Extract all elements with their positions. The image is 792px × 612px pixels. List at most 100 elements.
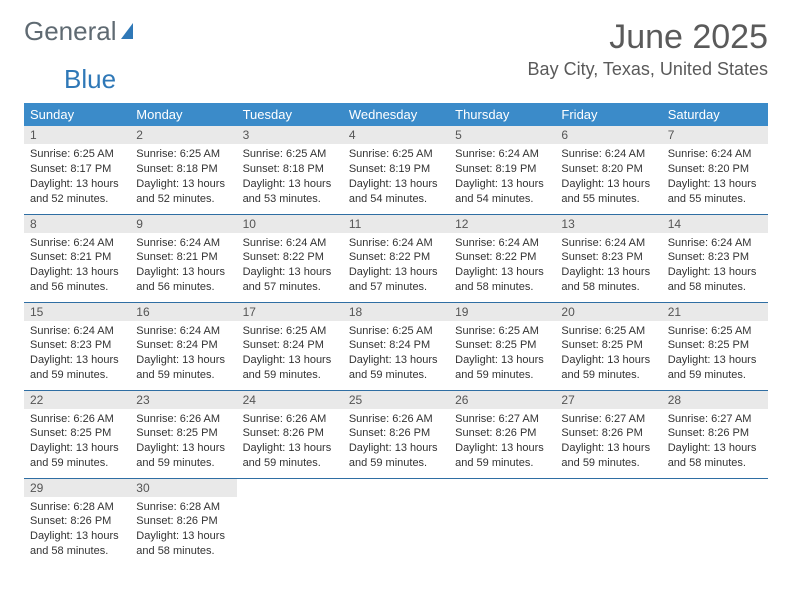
calendar-cell: 19Sunrise: 6:25 AMSunset: 8:25 PMDayligh… (449, 302, 555, 390)
daylight-text: Daylight: 13 hours and 59 minutes. (561, 353, 655, 383)
sunset-text: Sunset: 8:26 PM (136, 514, 230, 529)
day-number: 4 (343, 126, 449, 144)
day-number: 15 (24, 303, 130, 321)
sunset-text: Sunset: 8:18 PM (136, 162, 230, 177)
day-body: Sunrise: 6:25 AMSunset: 8:18 PMDaylight:… (130, 144, 236, 210)
day-body: Sunrise: 6:25 AMSunset: 8:25 PMDaylight:… (662, 321, 768, 387)
calendar-cell: 7Sunrise: 6:24 AMSunset: 8:20 PMDaylight… (662, 126, 768, 214)
sunrise-text: Sunrise: 6:25 AM (349, 324, 443, 339)
calendar-cell: 17Sunrise: 6:25 AMSunset: 8:24 PMDayligh… (237, 302, 343, 390)
sunset-text: Sunset: 8:23 PM (561, 250, 655, 265)
logo-sail-icon (119, 21, 141, 41)
daylight-text: Daylight: 13 hours and 58 minutes. (30, 529, 124, 559)
sunrise-text: Sunrise: 6:24 AM (243, 236, 337, 251)
calendar-cell (237, 478, 343, 566)
day-number: 24 (237, 391, 343, 409)
day-body: Sunrise: 6:24 AMSunset: 8:22 PMDaylight:… (449, 233, 555, 299)
calendar-cell: 30Sunrise: 6:28 AMSunset: 8:26 PMDayligh… (130, 478, 236, 566)
day-body: Sunrise: 6:27 AMSunset: 8:26 PMDaylight:… (449, 409, 555, 475)
calendar-cell: 5Sunrise: 6:24 AMSunset: 8:19 PMDaylight… (449, 126, 555, 214)
day-number: 14 (662, 215, 768, 233)
sunset-text: Sunset: 8:22 PM (349, 250, 443, 265)
day-body: Sunrise: 6:24 AMSunset: 8:23 PMDaylight:… (555, 233, 661, 299)
calendar-row: 15Sunrise: 6:24 AMSunset: 8:23 PMDayligh… (24, 302, 768, 390)
day-number: 17 (237, 303, 343, 321)
daylight-text: Daylight: 13 hours and 54 minutes. (349, 177, 443, 207)
calendar-row: 29Sunrise: 6:28 AMSunset: 8:26 PMDayligh… (24, 478, 768, 566)
daylight-text: Daylight: 13 hours and 55 minutes. (668, 177, 762, 207)
day-body: Sunrise: 6:28 AMSunset: 8:26 PMDaylight:… (24, 497, 130, 563)
day-number: 22 (24, 391, 130, 409)
day-body: Sunrise: 6:27 AMSunset: 8:26 PMDaylight:… (662, 409, 768, 475)
daylight-text: Daylight: 13 hours and 59 minutes. (30, 441, 124, 471)
calendar-cell: 11Sunrise: 6:24 AMSunset: 8:22 PMDayligh… (343, 214, 449, 302)
day-number: 23 (130, 391, 236, 409)
sunrise-text: Sunrise: 6:25 AM (455, 324, 549, 339)
calendar-cell: 25Sunrise: 6:26 AMSunset: 8:26 PMDayligh… (343, 390, 449, 478)
calendar-cell: 15Sunrise: 6:24 AMSunset: 8:23 PMDayligh… (24, 302, 130, 390)
col-monday: Monday (130, 103, 236, 126)
daylight-text: Daylight: 13 hours and 53 minutes. (243, 177, 337, 207)
sunrise-text: Sunrise: 6:24 AM (668, 236, 762, 251)
daylight-text: Daylight: 13 hours and 59 minutes. (136, 441, 230, 471)
sunrise-text: Sunrise: 6:26 AM (30, 412, 124, 427)
col-sunday: Sunday (24, 103, 130, 126)
daylight-text: Daylight: 13 hours and 52 minutes. (136, 177, 230, 207)
calendar-cell: 2Sunrise: 6:25 AMSunset: 8:18 PMDaylight… (130, 126, 236, 214)
calendar-cell (449, 478, 555, 566)
calendar-cell: 1Sunrise: 6:25 AMSunset: 8:17 PMDaylight… (24, 126, 130, 214)
day-number: 25 (343, 391, 449, 409)
daylight-text: Daylight: 13 hours and 59 minutes. (561, 441, 655, 471)
sunset-text: Sunset: 8:19 PM (455, 162, 549, 177)
daylight-text: Daylight: 13 hours and 56 minutes. (30, 265, 124, 295)
calendar-cell: 13Sunrise: 6:24 AMSunset: 8:23 PMDayligh… (555, 214, 661, 302)
day-body: Sunrise: 6:24 AMSunset: 8:23 PMDaylight:… (662, 233, 768, 299)
sunrise-text: Sunrise: 6:27 AM (455, 412, 549, 427)
sunrise-text: Sunrise: 6:24 AM (455, 236, 549, 251)
day-number: 9 (130, 215, 236, 233)
calendar-cell: 20Sunrise: 6:25 AMSunset: 8:25 PMDayligh… (555, 302, 661, 390)
day-number: 3 (237, 126, 343, 144)
sunrise-text: Sunrise: 6:25 AM (668, 324, 762, 339)
day-body: Sunrise: 6:24 AMSunset: 8:24 PMDaylight:… (130, 321, 236, 387)
calendar-cell: 27Sunrise: 6:27 AMSunset: 8:26 PMDayligh… (555, 390, 661, 478)
sunrise-text: Sunrise: 6:24 AM (136, 324, 230, 339)
calendar-cell: 6Sunrise: 6:24 AMSunset: 8:20 PMDaylight… (555, 126, 661, 214)
logo-text-general: General (24, 18, 117, 44)
day-number: 11 (343, 215, 449, 233)
day-number: 28 (662, 391, 768, 409)
page-title: June 2025 (528, 18, 768, 57)
sunrise-text: Sunrise: 6:24 AM (30, 236, 124, 251)
day-body: Sunrise: 6:24 AMSunset: 8:20 PMDaylight:… (662, 144, 768, 210)
calendar-cell (343, 478, 449, 566)
sunrise-text: Sunrise: 6:24 AM (136, 236, 230, 251)
sunset-text: Sunset: 8:25 PM (561, 338, 655, 353)
col-thursday: Thursday (449, 103, 555, 126)
sunset-text: Sunset: 8:21 PM (136, 250, 230, 265)
sunrise-text: Sunrise: 6:24 AM (455, 147, 549, 162)
sunset-text: Sunset: 8:26 PM (561, 426, 655, 441)
day-body: Sunrise: 6:24 AMSunset: 8:23 PMDaylight:… (24, 321, 130, 387)
calendar-cell: 14Sunrise: 6:24 AMSunset: 8:23 PMDayligh… (662, 214, 768, 302)
day-body: Sunrise: 6:28 AMSunset: 8:26 PMDaylight:… (130, 497, 236, 563)
day-body: Sunrise: 6:25 AMSunset: 8:24 PMDaylight:… (343, 321, 449, 387)
daylight-text: Daylight: 13 hours and 59 minutes. (136, 353, 230, 383)
day-number: 8 (24, 215, 130, 233)
day-body: Sunrise: 6:26 AMSunset: 8:25 PMDaylight:… (24, 409, 130, 475)
logo: General (24, 18, 141, 44)
sunrise-text: Sunrise: 6:28 AM (136, 500, 230, 515)
sunset-text: Sunset: 8:22 PM (455, 250, 549, 265)
daylight-text: Daylight: 13 hours and 59 minutes. (243, 353, 337, 383)
day-body: Sunrise: 6:24 AMSunset: 8:20 PMDaylight:… (555, 144, 661, 210)
day-body: Sunrise: 6:27 AMSunset: 8:26 PMDaylight:… (555, 409, 661, 475)
day-body: Sunrise: 6:25 AMSunset: 8:24 PMDaylight:… (237, 321, 343, 387)
daylight-text: Daylight: 13 hours and 57 minutes. (243, 265, 337, 295)
day-number: 19 (449, 303, 555, 321)
day-body: Sunrise: 6:26 AMSunset: 8:26 PMDaylight:… (343, 409, 449, 475)
sunrise-text: Sunrise: 6:25 AM (30, 147, 124, 162)
calendar-cell: 21Sunrise: 6:25 AMSunset: 8:25 PMDayligh… (662, 302, 768, 390)
day-number: 27 (555, 391, 661, 409)
sunset-text: Sunset: 8:25 PM (136, 426, 230, 441)
daylight-text: Daylight: 13 hours and 58 minutes. (136, 529, 230, 559)
sunset-text: Sunset: 8:20 PM (561, 162, 655, 177)
